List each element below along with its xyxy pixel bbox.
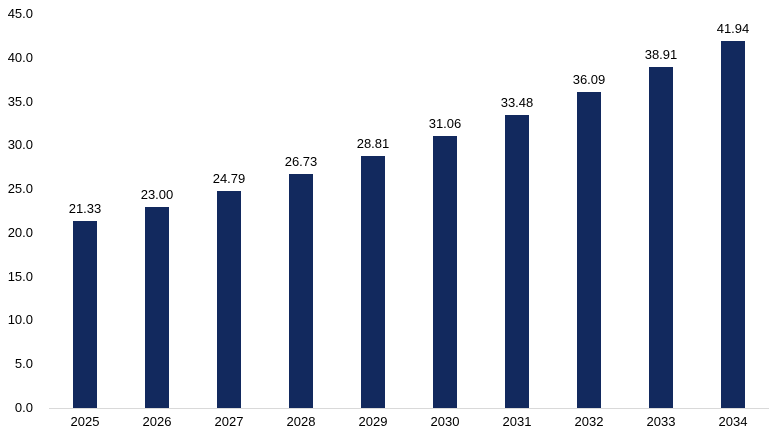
y-tick-label: 15.0 [7, 268, 33, 284]
bar-value-label: 36.09 [572, 72, 606, 88]
bar-group: 33.48 [481, 14, 553, 408]
x-tick-label: 2034 [718, 414, 748, 429]
bar [649, 67, 673, 408]
x-tick-label: 2028 [286, 414, 316, 429]
x-tick-label: 2025 [70, 414, 100, 429]
plot-area: 21.33 23.00 24.79 26.73 28.81 31.06 33.48 36.09… [49, 14, 769, 409]
x-tick-label: 2029 [358, 414, 388, 429]
bar-group: 23.00 [121, 14, 193, 408]
bar [145, 206, 169, 408]
bar-group: 21.33 [49, 14, 121, 408]
y-tick-label: 10.0 [7, 312, 33, 328]
y-tick-label: 25.0 [7, 181, 33, 197]
y-tick-label: 20.0 [7, 224, 33, 240]
bar [721, 40, 745, 408]
y-tick-label: 45.0 [7, 6, 33, 21]
x-tick-label: 2032 [574, 414, 604, 429]
bar-group: 38.91 [625, 14, 697, 408]
bar-value-label: 33.48 [500, 94, 534, 110]
x-tick-label: 2033 [646, 414, 676, 429]
bar-group: 28.81 [337, 14, 409, 408]
bar [505, 114, 529, 408]
x-tick-label: 2030 [430, 414, 460, 429]
bar-group: 41.94 [697, 14, 769, 408]
bar-group: 24.79 [193, 14, 265, 408]
bar-value-label: 24.79 [212, 170, 246, 186]
bar-value-label: 38.91 [644, 47, 678, 63]
y-tick-label: 30.0 [7, 137, 33, 153]
bar-value-label: 41.94 [716, 20, 750, 36]
bar [433, 136, 457, 408]
bar-group: 31.06 [409, 14, 481, 408]
y-tick-label: 35.0 [7, 93, 33, 109]
bar-value-label: 23.00 [140, 186, 174, 202]
bar [73, 221, 97, 408]
bar-value-label: 28.81 [356, 135, 390, 151]
bar [217, 190, 241, 408]
bar-value-label: 31.06 [428, 116, 462, 132]
bar-value-label: 26.73 [284, 153, 318, 169]
bar-value-label: 21.33 [68, 201, 102, 217]
bar [289, 173, 313, 408]
x-tick-label: 2027 [214, 414, 244, 429]
x-tick-label: 2026 [142, 414, 172, 429]
y-tick-label: 0.0 [14, 400, 33, 415]
bar-group: 26.73 [265, 14, 337, 408]
x-tick-label: 2031 [502, 414, 532, 429]
bar-group: 36.09 [553, 14, 625, 408]
x-axis: 2025 2026 2027 2028 2029 2030 2031 2032 2033 2034 [49, 414, 769, 430]
y-tick-label: 40.0 [7, 49, 33, 65]
bar [577, 92, 601, 408]
bar [361, 155, 385, 408]
y-tick-label: 5.0 [14, 356, 33, 372]
